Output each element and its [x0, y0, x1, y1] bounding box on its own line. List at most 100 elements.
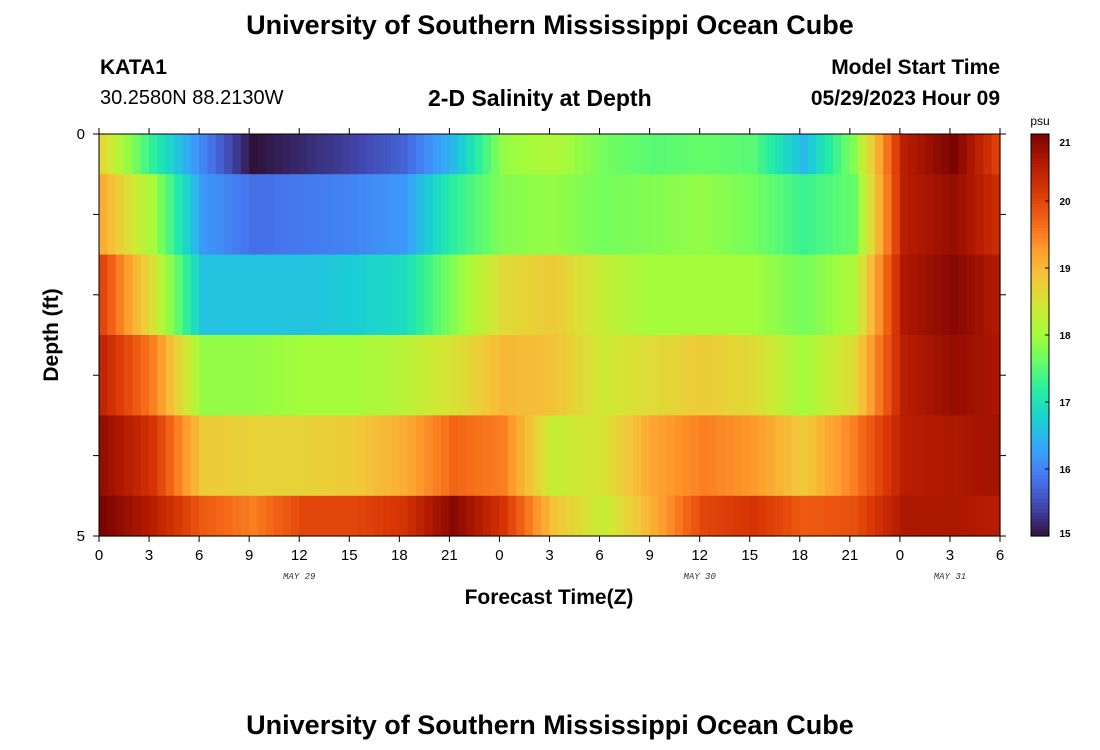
colorbar-segment — [1031, 227, 1049, 232]
heatmap-cell — [716, 174, 726, 256]
x-axis: 0 3 6 9 12 15 18 21 0 3 6 9 12 15 18 21 0 3 6 MAY 29 MAY 30 M… — [95, 128, 1004, 582]
heatmap-cell — [783, 134, 793, 175]
colorbar-segment — [1031, 405, 1049, 410]
heatmap-cell — [399, 134, 409, 175]
heatmap-cell — [499, 134, 509, 175]
heatmap-cell — [632, 134, 642, 175]
heatmap-cell — [340, 335, 350, 416]
colorbar-segment — [1031, 462, 1049, 467]
heatmap-cell — [874, 335, 884, 416]
x-tick-label: 12 — [291, 547, 308, 564]
heatmap-cell — [632, 254, 642, 336]
heatmap-cell — [232, 174, 242, 256]
heatmap-cell — [365, 495, 375, 537]
heatmap-cell — [799, 174, 809, 256]
colorbar-tick-label: 15 — [1059, 529, 1071, 540]
heatmap-cell — [165, 335, 175, 416]
heatmap-cell — [924, 335, 934, 416]
heatmap-cell — [666, 415, 676, 497]
heatmap-cell — [541, 174, 551, 256]
heatmap-cell — [974, 495, 984, 537]
colorbar-segment — [1031, 345, 1049, 349]
heatmap-cell — [799, 495, 809, 537]
heatmap-cell — [340, 495, 350, 537]
heatmap-cell — [883, 174, 893, 256]
heatmap-cell — [441, 415, 450, 497]
colorbar-segment — [1031, 442, 1049, 447]
heatmap-cell — [816, 254, 826, 336]
heatmap-cell — [741, 254, 751, 336]
colorbar-segment — [1031, 351, 1049, 356]
heatmap-cell — [407, 495, 417, 537]
heatmap-cell — [874, 415, 884, 497]
colorbar-segment — [1031, 492, 1049, 497]
heatmap-cell — [407, 174, 417, 256]
heatmap-cell — [224, 495, 234, 537]
heatmap-cell — [924, 254, 934, 336]
heatmap-cell — [916, 335, 926, 416]
colorbar-segment — [1031, 338, 1049, 343]
heatmap-cell — [616, 174, 626, 256]
heatmap-cell — [816, 495, 826, 537]
heatmap-cell — [841, 174, 851, 256]
heatmap-cell — [257, 415, 267, 497]
x-tick-label: 21 — [841, 547, 858, 564]
colorbar-segment — [1031, 398, 1049, 403]
heatmap-cell — [899, 415, 909, 497]
heatmap-cell — [124, 415, 133, 497]
colorbar-segment — [1031, 150, 1049, 155]
x-tick-label: 6 — [996, 547, 1004, 564]
heatmap-cell — [858, 335, 868, 416]
heatmap-cell — [299, 174, 309, 256]
colorbar-segment — [1031, 180, 1049, 185]
heatmap-cell — [124, 335, 133, 416]
heatmap-cell — [808, 335, 818, 416]
heatmap-cell — [507, 415, 517, 497]
heatmap-cell — [883, 495, 893, 537]
x-tick-label: 9 — [645, 547, 653, 564]
heatmap-cell — [190, 134, 200, 175]
colorbar-segment — [1031, 201, 1049, 205]
heatmap-cell — [858, 134, 868, 175]
heatmap-cell — [407, 254, 417, 336]
heatmap-cell — [466, 134, 476, 175]
heatmap-cell — [249, 335, 259, 416]
heatmap-cell — [649, 335, 659, 416]
heatmap-cell — [499, 254, 509, 336]
colorbar-segment — [1031, 278, 1049, 282]
heatmap-cell — [616, 415, 626, 497]
heatmap-cell — [883, 335, 893, 416]
colorbar-segment — [1031, 261, 1049, 266]
heatmap-cell — [149, 254, 158, 336]
heatmap-cell — [340, 415, 350, 497]
heatmap-cell — [382, 254, 392, 336]
heatmap-cell — [457, 335, 467, 416]
heatmap-cell — [132, 174, 142, 256]
heatmap-cell — [899, 254, 909, 336]
heatmap-cell — [616, 254, 626, 336]
heatmap-cell — [107, 254, 117, 336]
heatmap-cell — [591, 415, 601, 497]
heatmap-cell — [799, 254, 809, 336]
heatmap-cell — [449, 134, 459, 175]
heatmap-cell — [699, 335, 709, 416]
date-label: MAY 31 — [934, 572, 966, 582]
heatmap-cell — [983, 254, 993, 336]
heatmap-cell — [649, 254, 659, 336]
heatmap-cell — [566, 254, 576, 336]
heatmap-cell — [432, 254, 442, 336]
heatmap-cell — [766, 134, 776, 175]
x-axis-label: Forecast Time(Z) — [465, 586, 634, 609]
heatmap-cell — [482, 495, 492, 537]
heatmap-cell — [949, 335, 959, 416]
heatmap-cell — [115, 335, 125, 416]
heatmap-cell — [349, 134, 359, 175]
heatmap-cell — [190, 335, 200, 416]
heatmap-cell — [199, 254, 209, 336]
heatmap-cell — [416, 495, 425, 537]
heatmap-cell — [332, 134, 342, 175]
colorbar-segment — [1031, 402, 1049, 406]
heatmap-cell — [891, 254, 901, 336]
heatmap-cell — [724, 254, 734, 336]
heatmap-cell — [607, 254, 617, 336]
